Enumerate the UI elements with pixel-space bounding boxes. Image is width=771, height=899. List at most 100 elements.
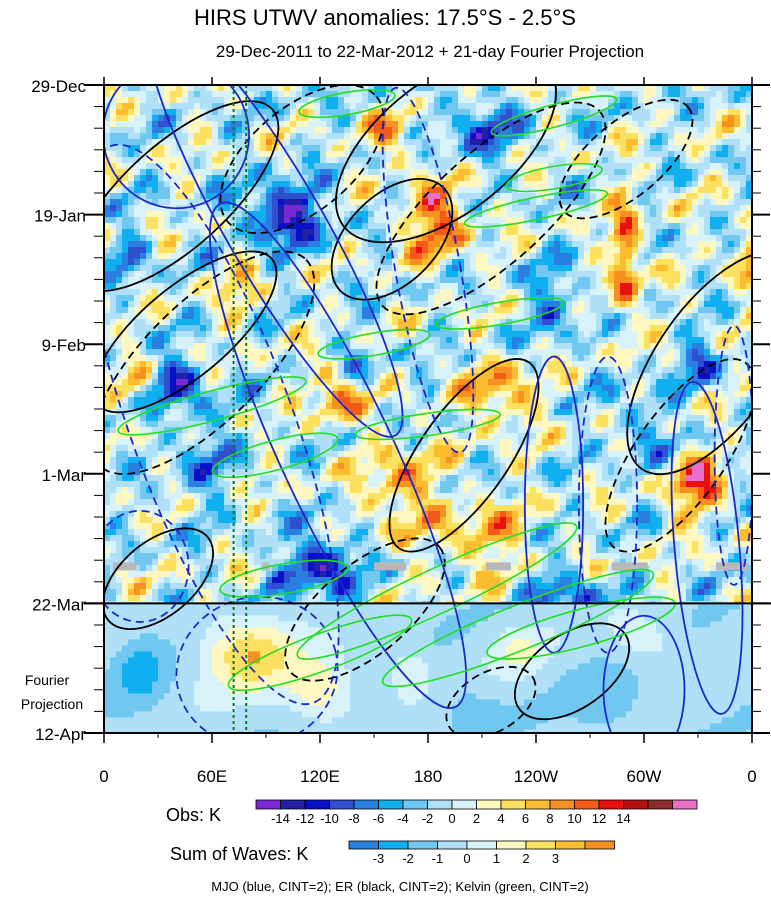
anomaly-cell — [260, 295, 267, 302]
anomaly-cell — [746, 169, 752, 176]
anomaly-cell — [572, 217, 579, 224]
anomaly-cell — [512, 301, 519, 308]
anomaly-cell — [212, 109, 219, 116]
anomaly-cell — [740, 355, 747, 362]
anomaly-cell — [476, 193, 483, 200]
anomaly-cell — [236, 127, 243, 134]
anomaly-cell — [662, 121, 669, 128]
anomaly-cell — [260, 241, 267, 248]
anomaly-cell — [254, 103, 261, 110]
anomaly-cell — [344, 151, 351, 158]
anomaly-cell — [710, 169, 717, 176]
anomaly-cell — [134, 109, 141, 116]
anomaly-cell — [434, 223, 441, 230]
anomaly-cell — [362, 229, 369, 236]
anomaly-cell — [266, 217, 273, 224]
anomaly-cell — [638, 163, 645, 170]
anomaly-cell — [416, 241, 423, 248]
anomaly-cell — [236, 193, 243, 200]
anomaly-cell — [638, 127, 645, 134]
anomaly-cell — [368, 265, 375, 272]
anomaly-cell — [566, 247, 573, 254]
anomaly-cell — [638, 85, 645, 92]
anomaly-cell — [572, 193, 579, 200]
anomaly-cell — [560, 241, 567, 248]
anomaly-cell — [230, 361, 237, 368]
anomaly-cell — [398, 307, 405, 314]
anomaly-cell — [182, 265, 189, 272]
anomaly-cell — [584, 145, 591, 152]
anomaly-cell — [446, 103, 453, 110]
anomaly-cell — [284, 199, 291, 206]
anomaly-cell — [110, 337, 117, 344]
anomaly-cell — [638, 271, 645, 278]
anomaly-cell — [242, 289, 249, 296]
anomaly-cell — [722, 301, 729, 308]
anomaly-cell — [536, 223, 543, 230]
anomaly-cell — [518, 175, 525, 182]
anomaly-cell — [680, 313, 687, 320]
anomaly-cell — [128, 91, 135, 98]
anomaly-cell — [416, 247, 423, 254]
anomaly-cell — [434, 109, 441, 116]
anomaly-cell — [416, 277, 423, 284]
anomaly-cell — [464, 127, 471, 134]
anomaly-cell — [392, 109, 399, 116]
anomaly-cell — [200, 133, 207, 140]
anomaly-cell — [710, 223, 717, 230]
anomaly-cell — [488, 337, 495, 344]
anomaly-cell — [662, 139, 669, 146]
anomaly-cell — [212, 199, 219, 206]
anomaly-cell — [152, 211, 159, 218]
anomaly-cell — [374, 193, 381, 200]
anomaly-cell — [404, 241, 411, 248]
anomaly-cell — [704, 175, 711, 182]
anomaly-cell — [452, 151, 459, 158]
anomaly-cell — [548, 343, 555, 350]
anomaly-cell — [326, 277, 333, 284]
anomaly-cell — [326, 241, 333, 248]
anomaly-cell — [596, 115, 603, 122]
anomaly-cell — [638, 151, 645, 158]
anomaly-cell — [212, 139, 219, 146]
anomaly-cell — [176, 247, 183, 254]
anomaly-cell — [500, 301, 507, 308]
anomaly-cell — [146, 103, 153, 110]
anomaly-cell — [692, 205, 699, 212]
anomaly-cell — [644, 265, 651, 272]
anomaly-cell — [344, 235, 351, 242]
anomaly-cell — [242, 169, 249, 176]
anomaly-cell — [122, 223, 129, 230]
anomaly-cell — [446, 355, 453, 362]
anomaly-cell — [686, 337, 693, 344]
anomaly-cell — [572, 163, 579, 170]
anomaly-cell — [116, 307, 123, 314]
anomaly-cell — [344, 169, 351, 176]
anomaly-cell — [632, 331, 639, 338]
anomaly-cell — [176, 97, 183, 104]
anomaly-cell — [164, 241, 171, 248]
anomaly-cell — [548, 307, 555, 314]
anomaly-cell — [596, 211, 603, 218]
anomaly-cell — [170, 163, 177, 170]
anomaly-cell — [140, 241, 147, 248]
anomaly-cell — [272, 127, 279, 134]
anomaly-cell — [140, 121, 147, 128]
anomaly-cell — [326, 253, 333, 260]
anomaly-cell — [494, 325, 501, 332]
anomaly-cell — [470, 265, 477, 272]
anomaly-cell — [230, 277, 237, 284]
anomaly-cell — [332, 97, 339, 104]
anomaly-cell — [266, 127, 273, 134]
anomaly-cell — [722, 319, 729, 326]
anomaly-cell — [374, 259, 381, 266]
anomaly-cell — [440, 355, 447, 362]
anomaly-cell — [254, 169, 261, 176]
anomaly-cell — [344, 271, 351, 278]
anomaly-cell — [326, 85, 333, 92]
anomaly-cell — [260, 145, 267, 152]
anomaly-cell — [734, 241, 741, 248]
anomaly-cell — [206, 343, 213, 350]
anomaly-cell — [500, 289, 507, 296]
